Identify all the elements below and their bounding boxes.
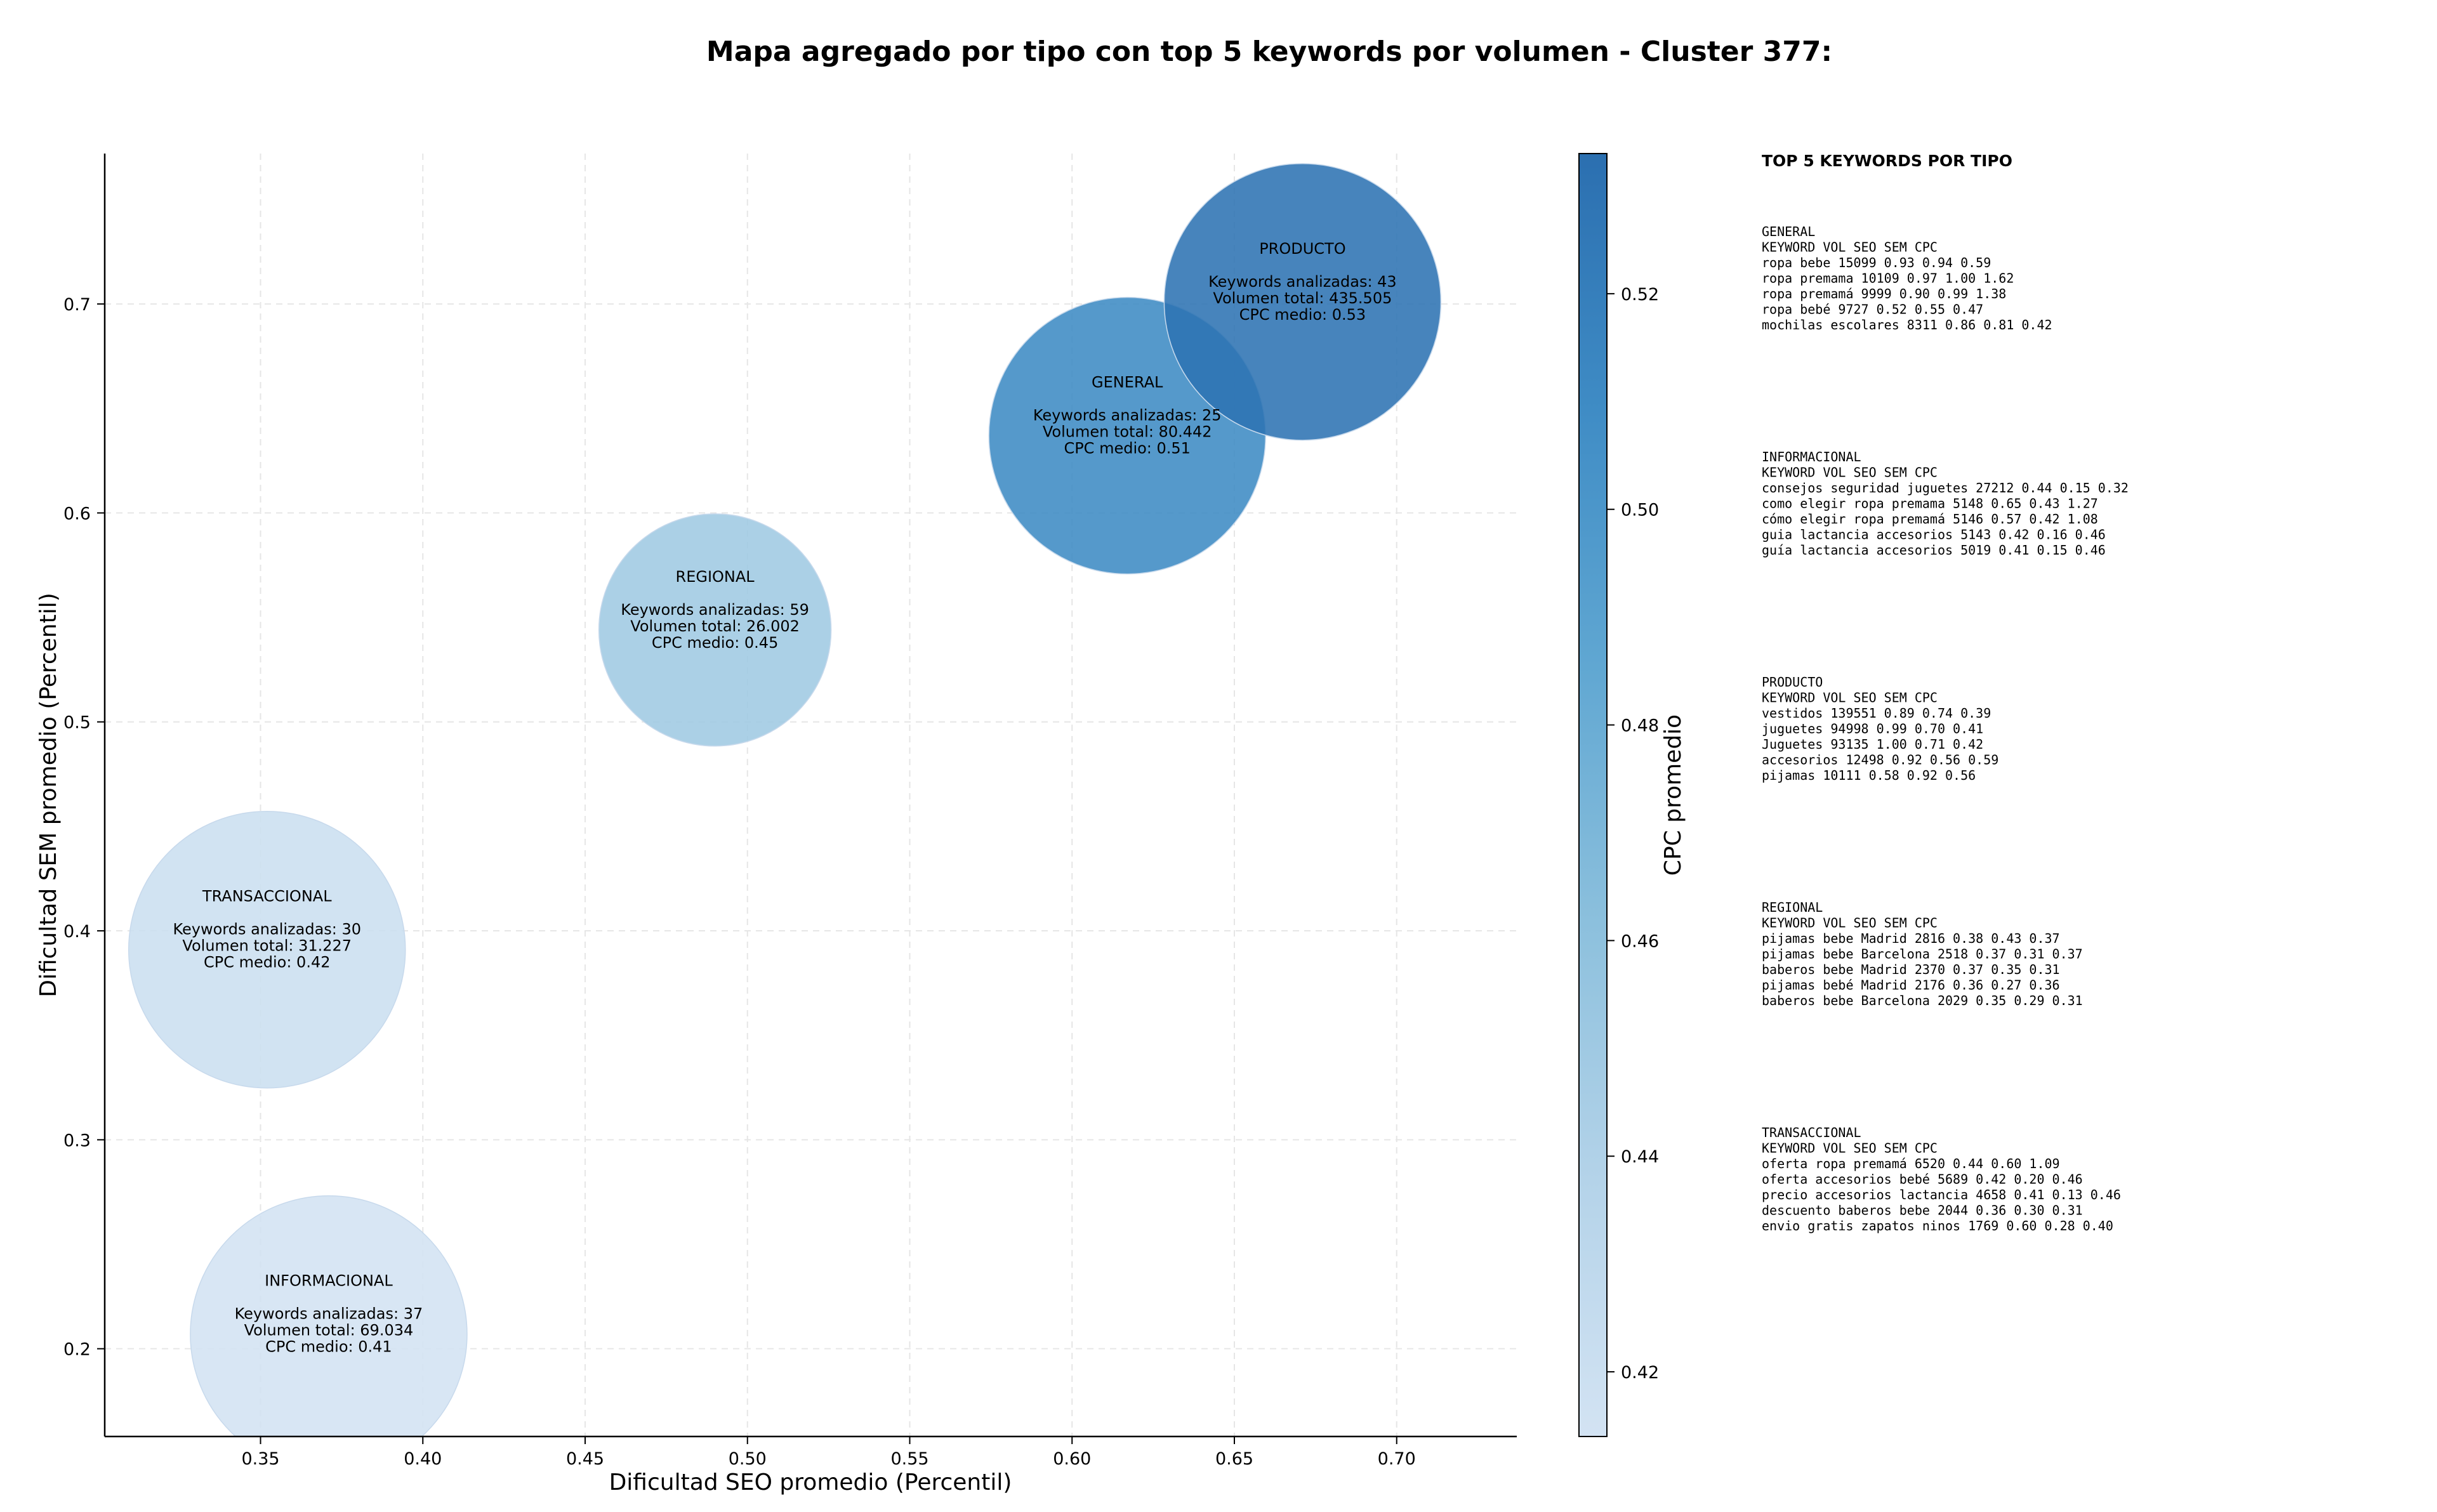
colorbar-tick-label: 0.48 xyxy=(1621,716,1659,736)
bubble-label: GENERAL xyxy=(1092,374,1163,391)
panel-row: oferta accesorios bebé 5689 0.42 0.20 0.… xyxy=(1762,1172,2083,1187)
colorbar-tick-label: 0.44 xyxy=(1621,1147,1659,1167)
bubble-detail: Keywords analizadas: 25 xyxy=(1033,407,1222,424)
colorbar-tick-label: 0.50 xyxy=(1621,501,1659,520)
panel-header-row: KEYWORD VOL SEO SEM CPC xyxy=(1762,916,1938,931)
x-axis-label: Dificultad SEO promedio (Percentil) xyxy=(609,1469,1012,1496)
panel-row: descuento baberos bebe 2044 0.36 0.30 0.… xyxy=(1762,1203,2083,1218)
x-tick-label: 0.70 xyxy=(1378,1449,1416,1469)
panel-heading: TOP 5 KEYWORDS POR TIPO xyxy=(1762,152,2012,170)
panel-row: pijamas 10111 0.58 0.92 0.56 xyxy=(1762,768,1976,783)
panel-row: pijamas bebe Madrid 2816 0.38 0.43 0.37 xyxy=(1762,931,2060,946)
bubble-regional xyxy=(598,513,832,747)
colorbar xyxy=(1578,153,1608,1437)
colorbar-ticks: 0.42 0.44 0.46 0.48 0.50 0.52 xyxy=(1607,285,1659,1383)
panel-row: como elegir ropa premama 5148 0.65 0.43 … xyxy=(1762,496,2098,511)
panel-row: mochilas escolares 8311 0.86 0.81 0.42 xyxy=(1762,317,2052,332)
x-tick-label: 0.60 xyxy=(1053,1449,1091,1469)
x-tick-label: 0.65 xyxy=(1215,1449,1253,1469)
panel-row: envio gratis zapatos ninos 1769 0.60 0.2… xyxy=(1762,1218,2113,1233)
panel-row: accesorios 12498 0.92 0.56 0.59 xyxy=(1762,753,1998,768)
panel-group-title: INFORMACIONAL xyxy=(1762,449,1861,464)
y-tick-label: 0.6 xyxy=(63,504,91,523)
x-tick-label: 0.35 xyxy=(241,1449,279,1469)
bubble-detail: Volumen total: 435.505 xyxy=(1213,289,1392,307)
bubble-label: TRANSACCIONAL xyxy=(202,888,332,905)
x-tick-label: 0.40 xyxy=(404,1449,442,1469)
bubble-detail: Keywords analizadas: 37 xyxy=(235,1305,423,1323)
x-tick-label: 0.55 xyxy=(890,1449,928,1469)
panel-header-row: KEYWORD VOL SEO SEM CPC xyxy=(1762,690,1938,706)
colorbar-label: CPC promedio xyxy=(1660,714,1686,876)
panel-row: precio accesorios lactancia 4658 0.41 0.… xyxy=(1762,1187,2121,1202)
panel-row: vestidos 139551 0.89 0.74 0.39 xyxy=(1762,706,1991,721)
colorbar-tick-label: 0.42 xyxy=(1621,1363,1659,1383)
bubble-detail: CPC medio: 0.45 xyxy=(652,634,779,652)
x-tick-label: 0.45 xyxy=(566,1449,604,1469)
panel-row: ropa bebe 15099 0.93 0.94 0.59 xyxy=(1762,255,1991,270)
bubble-label: PRODUCTO xyxy=(1259,240,1345,258)
bubble-detail: Keywords analizadas: 59 xyxy=(621,601,809,619)
colorbar-tick-label: 0.46 xyxy=(1621,931,1659,951)
panel-header-row: KEYWORD VOL SEO SEM CPC xyxy=(1762,240,1938,255)
panel-row: juguetes 94998 0.99 0.70 0.41 xyxy=(1762,721,1983,737)
panel-row: ropa bebé 9727 0.52 0.55 0.47 xyxy=(1762,302,1983,317)
panel-group-title: GENERAL xyxy=(1762,224,1815,239)
panel-group-title: TRANSACCIONAL xyxy=(1762,1125,1861,1140)
bubble-label: REGIONAL xyxy=(676,568,755,586)
y-tick-label: 0.5 xyxy=(63,713,91,733)
bubble-detail: Volumen total: 69.034 xyxy=(244,1322,414,1339)
bubble-detail: CPC medio: 0.53 xyxy=(1239,306,1366,324)
y-tick-label: 0.7 xyxy=(63,295,91,315)
colorbar-tick-label: 0.52 xyxy=(1621,285,1659,305)
x-ticks: 0.35 0.40 0.45 0.50 0.55 0.60 0.65 0.70 xyxy=(241,1436,1416,1469)
panel-row: oferta ropa premamá 6520 0.44 0.60 1.09 xyxy=(1762,1156,2060,1171)
y-tick-label: 0.2 xyxy=(63,1340,91,1360)
panel-row: ropa premamá 9999 0.90 0.99 1.38 xyxy=(1762,286,2006,301)
bubble-label: INFORMACIONAL xyxy=(265,1272,393,1290)
panel-header-row: KEYWORD VOL SEO SEM CPC xyxy=(1762,1141,1938,1156)
panel-row: cómo elegir ropa premamá 5146 0.57 0.42 … xyxy=(1762,511,2098,527)
panel-row: consejos seguridad juguetes 27212 0.44 0… xyxy=(1762,480,2129,496)
panel-group-title: PRODUCTO xyxy=(1762,674,1823,690)
panel-group-title: REGIONAL xyxy=(1762,900,1823,915)
bubble-detail: Volumen total: 31.227 xyxy=(182,937,352,955)
panel-row: Juguetes 93135 1.00 0.71 0.42 xyxy=(1762,737,1983,752)
x-tick-label: 0.50 xyxy=(729,1449,767,1469)
bubble-producto xyxy=(1163,163,1442,441)
panel-row: pijamas bebe Barcelona 2518 0.37 0.31 0.… xyxy=(1762,947,2083,962)
bubble-detail: CPC medio: 0.51 xyxy=(1064,440,1191,457)
panel-row: baberos bebe Madrid 2370 0.37 0.35 0.31 xyxy=(1762,962,2060,977)
bubbles xyxy=(128,163,1442,1436)
panel-row: ropa premama 10109 0.97 1.00 1.62 xyxy=(1762,271,2014,286)
bubble-detail: Volumen total: 80.442 xyxy=(1043,423,1212,441)
chart-title: Mapa agregado por tipo con top 5 keyword… xyxy=(706,36,1832,68)
bubble-informacional xyxy=(190,1195,468,1436)
panel-header-row: KEYWORD VOL SEO SEM CPC xyxy=(1762,465,1938,480)
panel-row: pijamas bebé Madrid 2176 0.36 0.27 0.36 xyxy=(1762,978,2060,993)
bubble-detail: Keywords analizadas: 43 xyxy=(1208,273,1397,291)
panel-row: guia lactancia accesorios 5143 0.42 0.16… xyxy=(1762,527,2106,542)
y-ticks: 0.2 0.3 0.4 0.5 0.6 0.7 xyxy=(63,295,105,1360)
y-tick-label: 0.4 xyxy=(63,922,91,942)
bubble-detail: CPC medio: 0.42 xyxy=(204,954,331,971)
bubble-detail: Volumen total: 26.002 xyxy=(630,617,800,635)
y-axis-label: Dificultad SEM promedio (Percentil) xyxy=(36,593,62,997)
bubble-detail: Keywords analizadas: 30 xyxy=(173,921,361,938)
bubble-transaccional xyxy=(128,810,406,1089)
bubble-detail: CPC medio: 0.41 xyxy=(265,1338,392,1356)
panel-row: baberos bebe Barcelona 2029 0.35 0.29 0.… xyxy=(1762,993,2083,1008)
y-tick-label: 0.3 xyxy=(63,1131,91,1150)
panel-row: guía lactancia accesorios 5019 0.41 0.15… xyxy=(1762,542,2106,558)
